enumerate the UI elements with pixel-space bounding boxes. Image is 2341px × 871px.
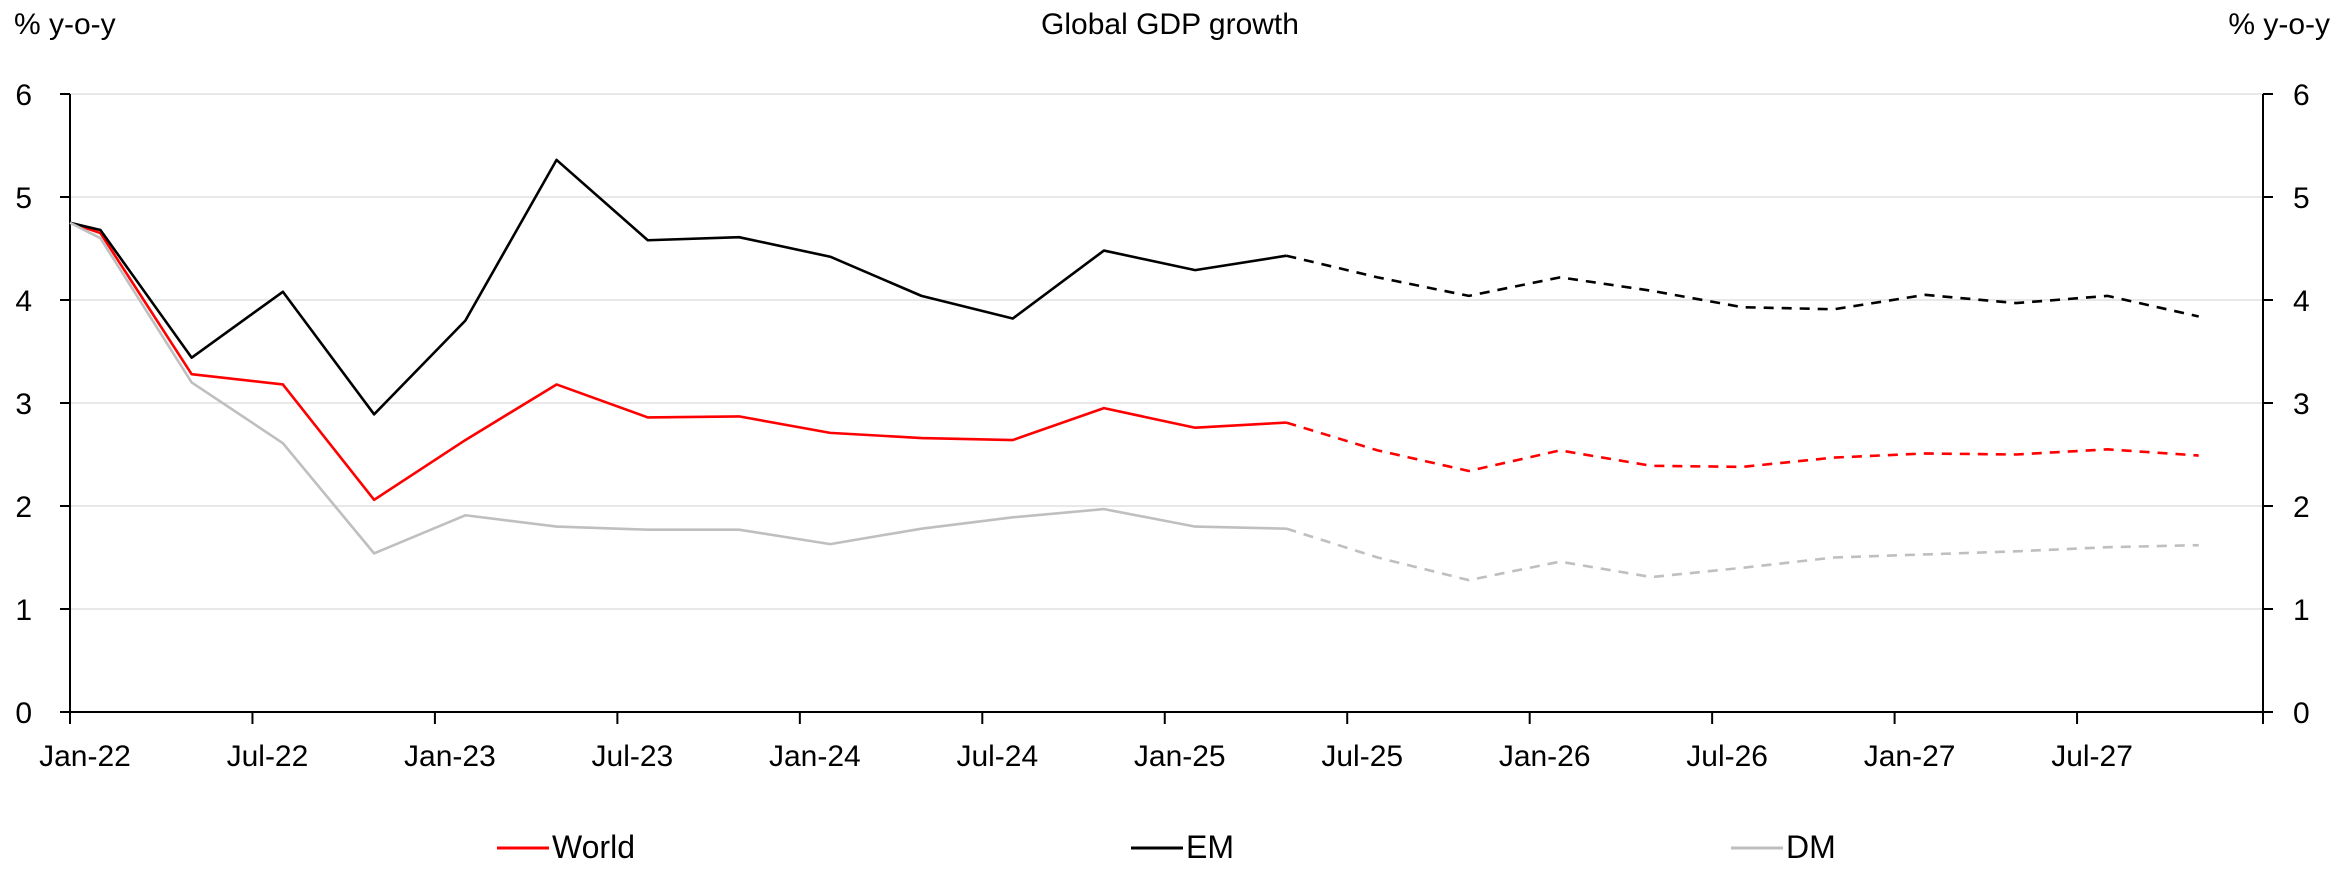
- chart-title: Global GDP growth: [1041, 8, 1299, 41]
- y-tick-label-left-0: 0: [15, 697, 32, 730]
- legend-label-dm: DM: [1786, 829, 1836, 865]
- x-tick-label-4: Jan-24: [769, 740, 861, 773]
- x-tick-label-7: Jul-25: [1321, 740, 1403, 773]
- series-lines: [69, 158, 2199, 582]
- y-tick-label-right-2: 2: [2293, 491, 2310, 524]
- x-tick-label-10: Jan-27: [1864, 740, 1956, 773]
- y-tick-label-right-4: 4: [2293, 285, 2310, 318]
- y-ticks-right: 0 1 2 3 4 5 6: [2263, 79, 2310, 730]
- series-line-world-forecast: [1286, 421, 2199, 473]
- series-line-dm-actual: [69, 221, 1287, 555]
- x-tick-label-3: Jul-23: [592, 740, 674, 773]
- y-tick-label-left-6: 6: [15, 79, 32, 112]
- series-line-dm-forecast: [1286, 527, 2199, 582]
- y-tick-label-left-5: 5: [15, 182, 32, 215]
- x-tick-label-6: Jan-25: [1134, 740, 1226, 773]
- y-ticks-left: 0 1 2 3 4 5 6: [15, 79, 70, 730]
- x-tick-label-2: Jan-23: [404, 740, 496, 773]
- y-axis-label-right: % y-o-y: [2228, 8, 2330, 41]
- x-tick-label-5: Jul-24: [956, 740, 1038, 773]
- y-tick-label-left-2: 2: [15, 491, 32, 524]
- y-tick-label-left-4: 4: [15, 285, 32, 318]
- x-tick-label-11: Jul-27: [2051, 740, 2133, 773]
- y-tick-label-left-3: 3: [15, 388, 32, 421]
- y-axis-label-left: % y-o-y: [14, 8, 116, 41]
- x-ticks: Jan-22 Jul-22 Jan-23 Jul-23 Jan-24 Jul-24 Jan-…: [39, 712, 2264, 773]
- y-tick-label-right-0: 0: [2293, 697, 2310, 730]
- x-tick-label-1: Jul-22: [227, 740, 309, 773]
- y-tick-label-right-1: 1: [2293, 594, 2310, 627]
- legend: World EM DM: [497, 829, 1836, 865]
- y-tick-label-left-1: 1: [15, 594, 32, 627]
- y-tick-label-right-5: 5: [2293, 182, 2310, 215]
- x-tick-label-0: Jan-22: [39, 740, 131, 773]
- series-line-em-forecast: [1286, 254, 2199, 318]
- y-tick-label-right-3: 3: [2293, 388, 2310, 421]
- x-tick-label-8: Jan-26: [1499, 740, 1591, 773]
- y-tick-label-right-6: 6: [2293, 79, 2310, 112]
- series-line-world-actual: [69, 221, 1287, 502]
- legend-label-em: EM: [1186, 829, 1234, 865]
- gridlines: [70, 93, 2263, 610]
- legend-label-world: World: [552, 829, 635, 865]
- x-tick-label-9: Jul-26: [1686, 740, 1768, 773]
- series-line-em-actual: [69, 158, 1287, 416]
